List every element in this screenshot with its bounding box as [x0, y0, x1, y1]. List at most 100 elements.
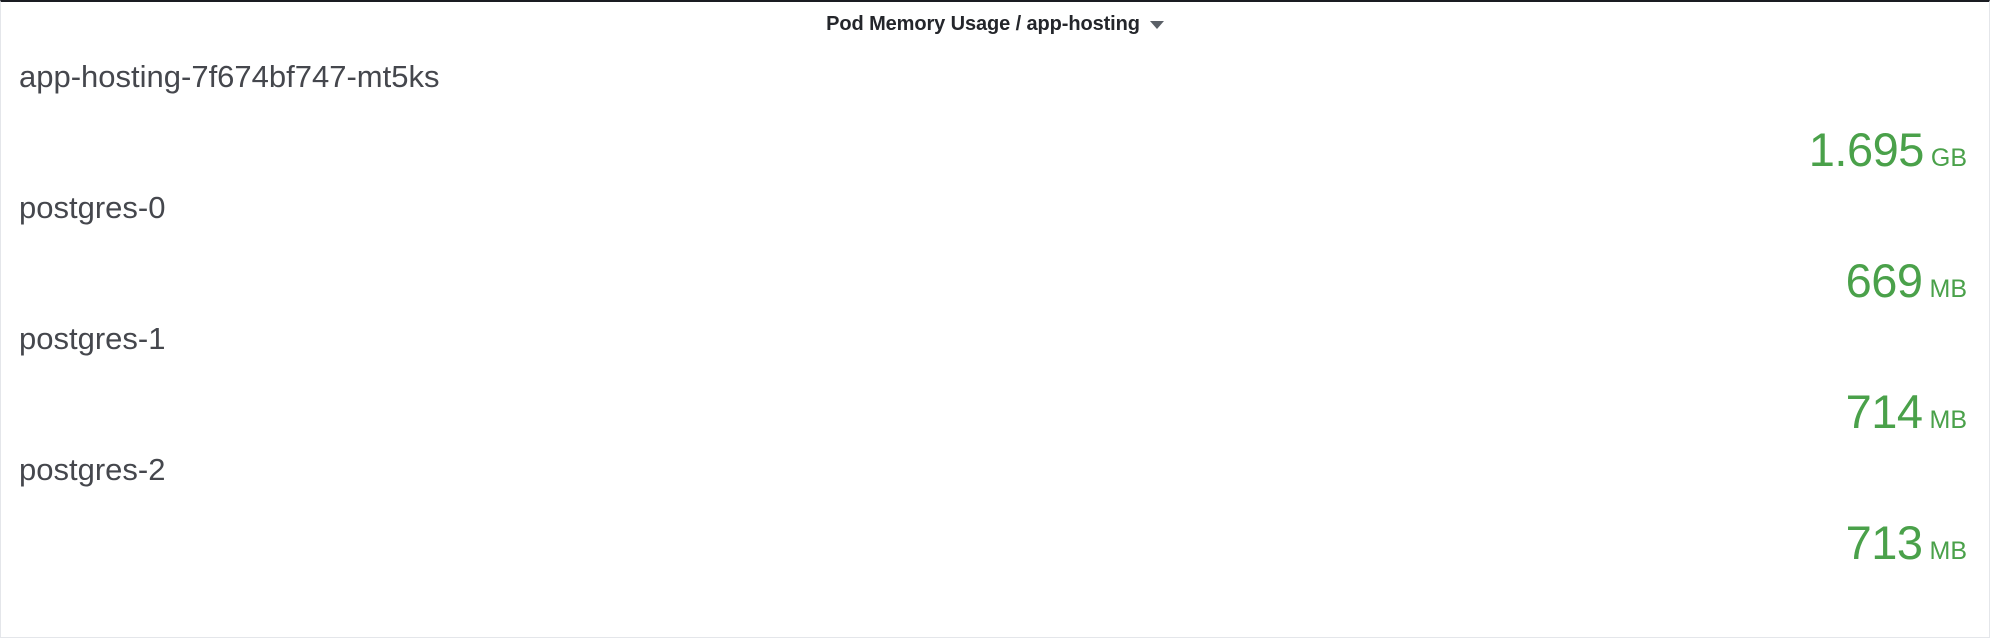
sparkline-bar[interactable] — [19, 232, 36, 300]
sparkline-bar[interactable] — [865, 101, 882, 169]
sparkline-bar[interactable] — [1458, 101, 1475, 169]
sparkline-bar[interactable] — [1606, 101, 1623, 169]
sparkline-bar[interactable] — [865, 232, 882, 300]
sparkline-bar[interactable] — [1013, 363, 1030, 431]
sparkline-bar[interactable] — [61, 494, 78, 562]
sparkline-bar[interactable] — [1415, 494, 1432, 562]
sparkline-bar[interactable] — [442, 494, 459, 562]
sparkline-bar[interactable] — [61, 101, 78, 169]
sparkline-bars[interactable] — [19, 363, 1707, 431]
sparkline-bar[interactable] — [633, 101, 650, 169]
sparkline-bar[interactable] — [1183, 363, 1200, 431]
sparkline-bar[interactable] — [717, 494, 734, 562]
sparkline-bar[interactable] — [992, 363, 1009, 431]
sparkline-bar[interactable] — [146, 494, 163, 562]
sparkline-bar[interactable] — [1373, 101, 1390, 169]
sparkline-bar[interactable] — [1246, 232, 1263, 300]
sparkline-bar[interactable] — [506, 363, 523, 431]
sparkline-bar[interactable] — [886, 494, 903, 562]
sparkline-bar[interactable] — [315, 101, 332, 169]
sparkline-bar[interactable] — [336, 494, 353, 562]
sparkline-bar[interactable] — [1436, 101, 1453, 169]
sparkline-bar[interactable] — [1648, 101, 1665, 169]
sparkline-bar[interactable] — [40, 101, 57, 169]
sparkline-bar[interactable] — [1013, 101, 1030, 169]
sparkline-bar[interactable] — [442, 232, 459, 300]
sparkline-bar[interactable] — [1056, 232, 1073, 300]
sparkline-bar[interactable] — [590, 101, 607, 169]
sparkline-bar[interactable] — [569, 232, 586, 300]
sparkline-bar[interactable] — [654, 232, 671, 300]
sparkline-bar[interactable] — [1373, 232, 1390, 300]
sparkline-bar[interactable] — [1161, 363, 1178, 431]
sparkline-bar[interactable] — [929, 232, 946, 300]
sparkline-bar[interactable] — [1352, 363, 1369, 431]
sparkline-bar[interactable] — [759, 494, 776, 562]
sparkline-bar[interactable] — [1606, 494, 1623, 562]
sparkline-bar[interactable] — [1627, 101, 1644, 169]
sparkline-bar[interactable] — [167, 232, 184, 300]
sparkline-bar[interactable] — [611, 363, 628, 431]
sparkline-bar[interactable] — [1119, 232, 1136, 300]
sparkline-bar[interactable] — [992, 101, 1009, 169]
sparkline-bar[interactable] — [1119, 101, 1136, 169]
sparkline-bar[interactable] — [506, 101, 523, 169]
sparkline-bar[interactable] — [379, 232, 396, 300]
sparkline-bar[interactable] — [1415, 232, 1432, 300]
sparkline-bar[interactable] — [40, 232, 57, 300]
sparkline-bar[interactable] — [1542, 363, 1559, 431]
sparkline-bar[interactable] — [590, 494, 607, 562]
sparkline-bar[interactable] — [61, 363, 78, 431]
sparkline-bar[interactable] — [1415, 363, 1432, 431]
sparkline-bar[interactable] — [400, 363, 417, 431]
sparkline-bar[interactable] — [802, 363, 819, 431]
sparkline-bar[interactable] — [252, 232, 269, 300]
sparkline-bar[interactable] — [252, 101, 269, 169]
sparkline-bar[interactable] — [167, 363, 184, 431]
sparkline-bar[interactable] — [548, 363, 565, 431]
sparkline-bar[interactable] — [19, 494, 36, 562]
sparkline-bar[interactable] — [738, 363, 755, 431]
sparkline-bar[interactable] — [82, 494, 99, 562]
sparkline-bar[interactable] — [146, 232, 163, 300]
series-row-3[interactable]: postgres-2 713 MB — [1, 445, 1989, 576]
sparkline-bar[interactable] — [484, 363, 501, 431]
sparkline-bar[interactable] — [1288, 494, 1305, 562]
sparkline-bar[interactable] — [633, 494, 650, 562]
sparkline-bar[interactable] — [1436, 363, 1453, 431]
sparkline-bar[interactable] — [950, 494, 967, 562]
sparkline-bar[interactable] — [294, 101, 311, 169]
sparkline-bar[interactable] — [1690, 232, 1707, 300]
sparkline-bar[interactable] — [929, 101, 946, 169]
sparkline-bar[interactable] — [506, 494, 523, 562]
sparkline-bar[interactable] — [1394, 494, 1411, 562]
sparkline-bar[interactable] — [1288, 363, 1305, 431]
sparkline-bar[interactable] — [1500, 101, 1517, 169]
sparkline-bar[interactable] — [1161, 232, 1178, 300]
sparkline-bar[interactable] — [1606, 232, 1623, 300]
sparkline-bar[interactable] — [188, 232, 205, 300]
sparkline-bar[interactable] — [104, 363, 121, 431]
sparkline-bar[interactable] — [1436, 232, 1453, 300]
sparkline-bar[interactable] — [1352, 494, 1369, 562]
sparkline-bar[interactable] — [40, 363, 57, 431]
sparkline-bar[interactable] — [1331, 101, 1348, 169]
sparkline-bar[interactable] — [992, 494, 1009, 562]
sparkline-bar[interactable] — [1246, 363, 1263, 431]
sparkline-bar[interactable] — [1267, 232, 1284, 300]
sparkline-bar[interactable] — [463, 101, 480, 169]
sparkline-bar[interactable] — [1161, 494, 1178, 562]
sparkline-bar[interactable] — [1648, 494, 1665, 562]
sparkline-bar[interactable] — [82, 363, 99, 431]
sparkline-bar[interactable] — [844, 101, 861, 169]
sparkline-bar[interactable] — [1140, 494, 1157, 562]
sparkline-bar[interactable] — [1458, 363, 1475, 431]
sparkline-bar[interactable] — [548, 494, 565, 562]
sparkline-bar[interactable] — [1436, 494, 1453, 562]
sparkline-bar[interactable] — [1056, 494, 1073, 562]
sparkline-bar[interactable] — [992, 232, 1009, 300]
sparkline-bar[interactable] — [315, 232, 332, 300]
sparkline-bar[interactable] — [1606, 363, 1623, 431]
sparkline-bar[interactable] — [1394, 232, 1411, 300]
sparkline-bar[interactable] — [421, 494, 438, 562]
